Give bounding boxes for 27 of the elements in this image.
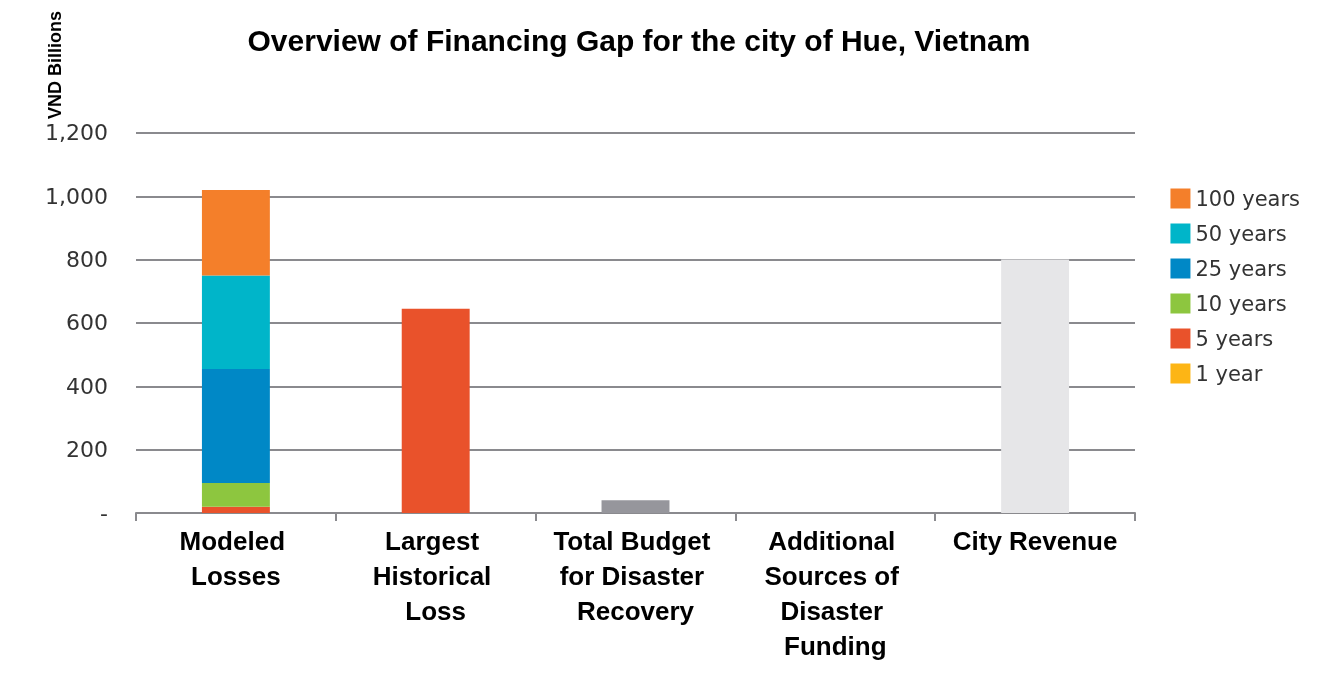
y-tick-label: - <box>100 500 108 526</box>
x-tick-label: Modeled Losses <box>179 525 293 591</box>
legend-label: 50 years <box>1195 221 1287 246</box>
y-tick-label: 400 <box>66 373 108 399</box>
bar <box>201 189 270 276</box>
bar <box>201 482 270 507</box>
legend-label: 25 years <box>1195 256 1287 281</box>
y-tick-label: 1,200 <box>45 120 108 146</box>
x-tick-label: Total Budget for Disaster Recovery <box>553 525 718 626</box>
legend-label: 10 years <box>1195 291 1287 316</box>
legend-label: 1 year <box>1195 361 1263 386</box>
bar <box>201 506 270 513</box>
bar <box>601 500 670 513</box>
y-tick-label: 600 <box>66 310 108 336</box>
y-tick-label: 1,000 <box>45 183 108 209</box>
x-tick-label: Largest Historical Loss <box>372 525 499 626</box>
bar <box>201 368 270 483</box>
y-tick-label: 800 <box>66 247 108 273</box>
bar <box>201 275 270 369</box>
legend-label: 100 years <box>1195 186 1301 211</box>
x-tick-label: Additional Sources of Disaster Funding <box>764 525 907 661</box>
legend-label: 5 years <box>1195 326 1274 351</box>
y-axis-title: VND Billions <box>45 11 65 120</box>
bar <box>1001 259 1070 513</box>
x-tick-label: City Revenue <box>952 525 1118 556</box>
y-tick-label: 200 <box>66 437 108 463</box>
chart-title: Overview of Financing Gap for the city of Hue, Vietnam <box>247 23 1031 57</box>
